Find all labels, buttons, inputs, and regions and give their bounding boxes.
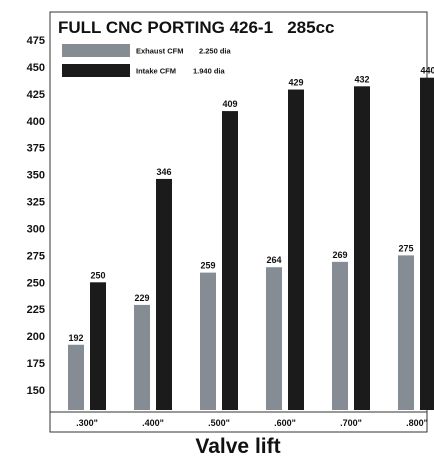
intake-bar-0 [90,282,106,410]
exhaust-bar-2 [200,272,216,410]
legend-label-exhaust: Exhaust CFM [136,47,184,56]
intake-value-label-5: 440 [420,66,434,76]
y-tick-label-375: 375 [27,143,45,155]
x-tick-label-0: .300" [76,418,98,428]
exhaust-bar-5 [398,255,414,410]
x-tick-label-5: .800" [406,418,428,428]
y-tick-label-225: 225 [27,304,45,316]
y-tick-label-425: 425 [27,89,45,101]
exhaust-value-label-5: 275 [398,243,413,253]
value-labels: 192 250 229 346 259 409 264 429 269 432 275 440 [68,66,434,343]
intake-bar-2 [222,111,238,411]
exhaust-bar-1 [134,304,150,410]
intake-bar-1 [156,178,172,410]
y-tick-label-150: 150 [27,385,45,397]
category-band [49,411,428,433]
legend-swatch-intake [62,64,130,77]
y-tick-label-475: 475 [27,35,45,47]
y-tick-label-275: 275 [27,250,45,262]
chart-title: FULL CNC PORTING 426-1 285cc [58,18,335,37]
intake-value-label-1: 346 [156,167,171,177]
intake-value-label-3: 429 [288,78,303,88]
exhaust-bar-3 [266,267,282,410]
intake-bar-3 [288,89,304,411]
exhaust-value-label-4: 269 [332,250,347,260]
x-tick-label-4: .700" [340,418,362,428]
intake-bar-5 [420,77,434,410]
bars [68,77,434,411]
x-axis-label: Valve lift [195,435,280,458]
y-tick-label-200: 200 [27,331,45,343]
y-axis: 150 175 200 225 250 275 300 325 350 375 400 425 450 4… [27,35,45,397]
intake-value-label-0: 250 [90,270,105,280]
y-tick-label-175: 175 [27,358,45,370]
y-tick-label-350: 350 [27,170,45,182]
exhaust-bar-4 [332,261,348,410]
legend-note-intake: 1.940 dia [193,67,226,76]
x-tick-label-1: .400" [142,418,164,428]
x-axis: .300" .400" .500" .600" .700" .800" [76,418,428,428]
intake-bar-4 [354,86,370,411]
exhaust-value-label-1: 229 [134,293,149,303]
y-tick-label-450: 450 [27,62,45,74]
x-tick-label-2: .500" [208,418,230,428]
exhaust-value-label-0: 192 [68,333,83,343]
exhaust-bar-0 [68,344,84,410]
y-tick-label-400: 400 [27,116,45,128]
intake-value-label-4: 432 [354,74,369,84]
legend-label-intake: Intake CFM [136,67,176,76]
legend: Exhaust CFM 2.250 dia Intake CFM 1.940 d… [62,44,232,77]
exhaust-value-label-2: 259 [200,261,215,271]
y-tick-label-250: 250 [27,277,45,289]
y-tick-label-325: 325 [27,197,45,209]
intake-value-label-2: 409 [222,99,237,109]
legend-note-exhaust: 2.250 dia [199,47,232,56]
exhaust-value-label-3: 264 [266,255,281,265]
y-tick-label-300: 300 [27,223,45,235]
x-tick-label-3: .600" [274,418,296,428]
legend-swatch-exhaust [62,44,130,57]
